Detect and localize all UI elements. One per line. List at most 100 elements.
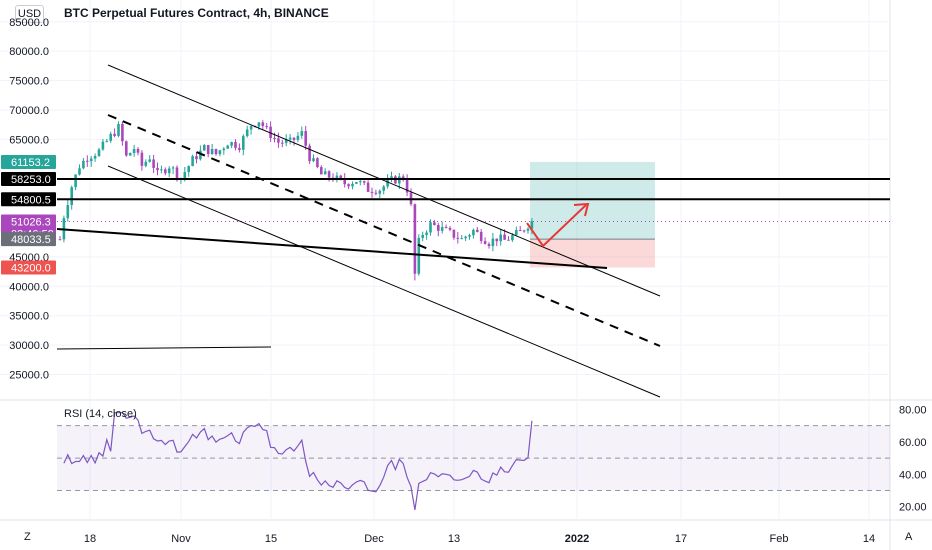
currency-selector[interactable]: USD	[15, 5, 44, 23]
candle-body	[300, 131, 304, 136]
price-tick-label: 85000.0	[9, 17, 49, 29]
candle-body	[518, 230, 522, 232]
candle-body	[351, 183, 354, 187]
candle-body	[460, 238, 463, 240]
candle-body	[526, 228, 530, 231]
candle-body	[288, 137, 292, 140]
candle-body	[58, 239, 62, 241]
candle-body	[132, 148, 136, 154]
price-tick-label: 30000.0	[9, 340, 49, 352]
candle-body	[234, 142, 237, 148]
channel-median-line[interactable]	[107, 114, 661, 347]
rsi-tick-label: 60.00	[899, 437, 927, 449]
rsi-axis[interactable]: 80.00 60.00 40.00 20.00	[899, 404, 927, 513]
candle-body	[125, 141, 128, 156]
candle-body	[312, 158, 315, 162]
support-trendline[interactable]	[56, 228, 608, 269]
candle-body	[175, 167, 179, 179]
position-stop-zone[interactable]	[530, 239, 655, 268]
price-badge[interactable]	[1, 171, 56, 186]
candle-body	[468, 235, 471, 237]
candle-body	[417, 237, 421, 274]
candle-body	[374, 192, 378, 194]
projection-arrow[interactable]	[526, 204, 587, 248]
candle-body	[530, 221, 534, 229]
candle-body	[281, 142, 284, 144]
time-tick-label: Nov	[171, 533, 191, 545]
candle-body	[117, 123, 120, 136]
price-badge-label: 43200.0	[11, 262, 51, 274]
candle-body	[187, 166, 190, 173]
price-badge[interactable]	[1, 154, 56, 169]
candle-body	[316, 158, 319, 168]
candle-body	[191, 156, 194, 167]
position-target-zone[interactable]	[530, 161, 655, 240]
channel-upper-line[interactable]	[107, 64, 661, 297]
candle-body	[148, 159, 151, 162]
candle-body	[464, 236, 467, 239]
rsi-line[interactable]	[63, 412, 533, 510]
channel-lower-line[interactable]	[107, 165, 661, 398]
candle-body	[93, 155, 97, 159]
candle-body	[230, 142, 233, 146]
candle-body	[121, 123, 124, 142]
time-tick-label: 17	[675, 533, 687, 545]
candle-body	[210, 148, 214, 155]
auto-scale-icon[interactable]: A	[905, 531, 913, 543]
drawings-layer[interactable]	[56, 64, 890, 398]
candle-body	[82, 160, 85, 169]
candle-body	[495, 238, 499, 242]
rsi-tick-label: 80.00	[899, 404, 927, 416]
candle-body	[257, 122, 261, 127]
candle-body	[472, 229, 475, 236]
candle-body	[515, 230, 518, 236]
candle-body	[195, 156, 198, 160]
candle-body	[89, 158, 93, 162]
candle-body	[503, 234, 506, 240]
price-badge[interactable]	[1, 232, 56, 247]
candle-body	[355, 182, 358, 184]
candle-body	[366, 182, 370, 192]
horizontal-ray-line[interactable]	[56, 346, 272, 350]
candle-body	[269, 126, 272, 139]
rsi-pane[interactable]	[57, 412, 890, 510]
candle-body	[448, 228, 452, 230]
time-axis[interactable]: 18 Nov 15 Dec 13 2022 17 Feb 14	[84, 533, 875, 545]
candle-body	[167, 168, 171, 174]
arrow-head[interactable]	[573, 202, 590, 217]
candle-body	[491, 238, 495, 247]
candle-body	[70, 187, 73, 206]
candle-body	[218, 150, 222, 155]
candle-body	[66, 205, 70, 219]
price-badge[interactable]	[1, 192, 56, 207]
price-tick-label: 25000.0	[9, 369, 49, 381]
candle-body	[452, 229, 456, 238]
candle-body	[437, 225, 440, 231]
candle-body	[370, 191, 374, 193]
rsi-label: RSI (14, close)	[64, 408, 137, 420]
price-badge[interactable]	[1, 260, 56, 275]
candle-body	[292, 137, 296, 140]
candle-body	[382, 186, 385, 191]
price-badge-label: 51026.3	[11, 216, 51, 228]
candle-body	[320, 167, 323, 175]
candle-body	[296, 135, 300, 140]
price-axis[interactable]: 85000.080000.075000.070000.065000.045000…	[1, 17, 56, 382]
candle-body	[144, 161, 148, 166]
rsi-tick-label: 20.00	[899, 502, 927, 514]
price-badge-label: 54800.5	[11, 194, 51, 206]
price-tick-label: 80000.0	[9, 46, 49, 58]
price-badge-label: 48033.5	[11, 234, 51, 246]
candle-body	[339, 175, 343, 179]
candle-body	[362, 181, 366, 183]
candle-body	[347, 184, 350, 187]
candle-body	[304, 131, 307, 146]
candle-body	[222, 148, 226, 151]
time-tick-label: 14	[863, 533, 875, 545]
timezone-icon[interactable]: Z	[24, 531, 31, 543]
candle-body	[199, 150, 202, 160]
candle-body	[511, 235, 514, 241]
price-tick-label: 65000.0	[9, 134, 49, 146]
